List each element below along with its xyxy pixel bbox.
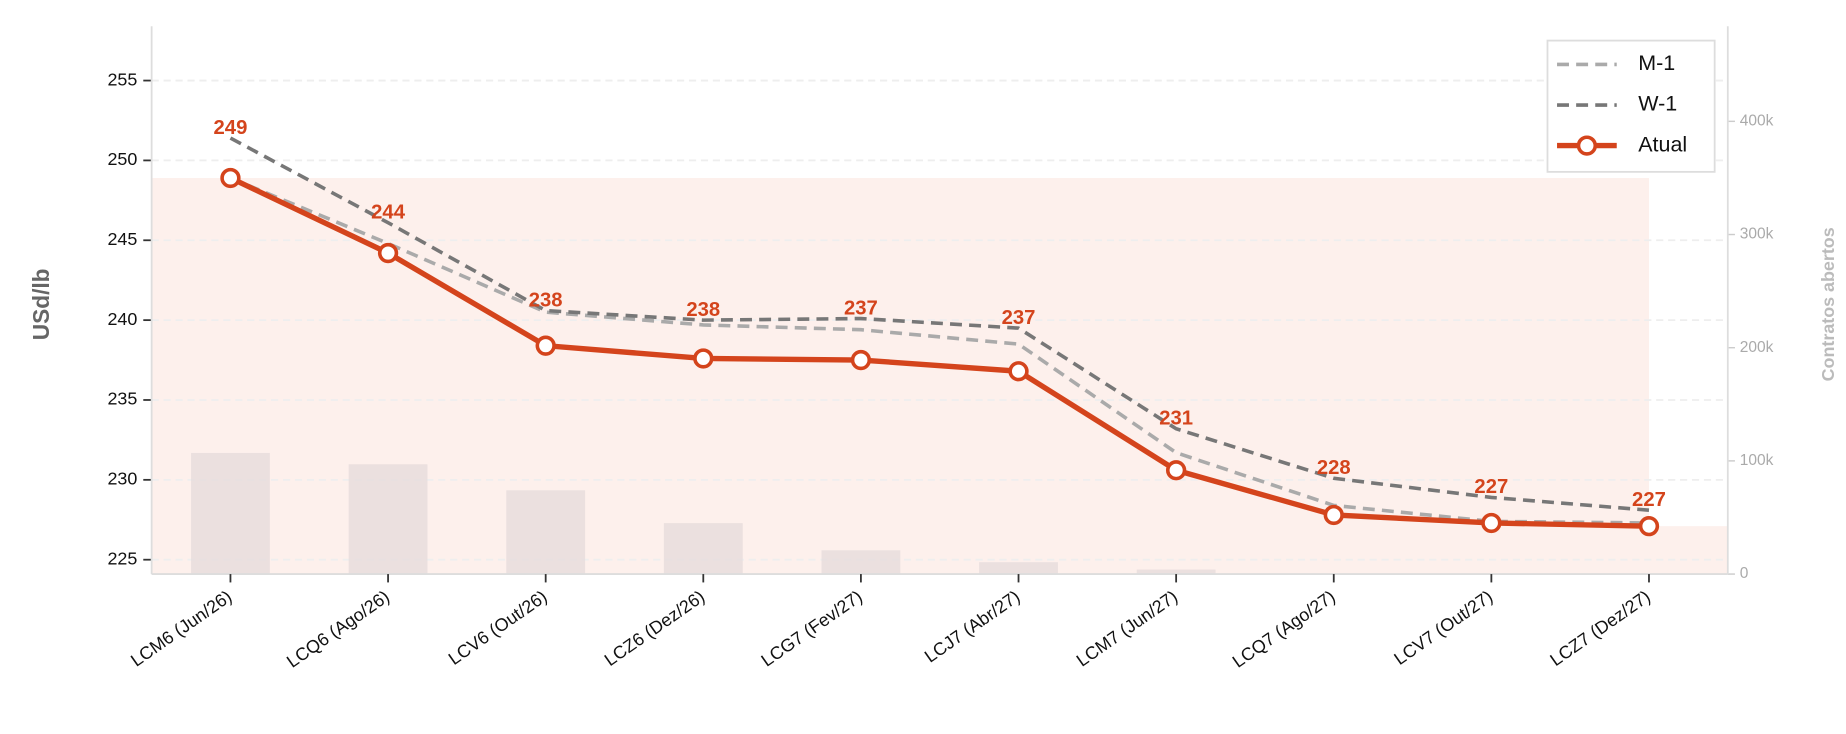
value-label: 249: [214, 117, 248, 139]
value-label: 231: [1159, 408, 1193, 430]
x-tick-label: LCG7 (Fev/27): [757, 586, 865, 670]
bar: [821, 550, 901, 575]
x-tick-label: LCV6 (Out/26): [445, 586, 551, 669]
value-label: 244: [371, 202, 406, 224]
bar: [506, 490, 586, 575]
legend-marker: [1576, 135, 1598, 156]
marker: [693, 348, 714, 369]
x-tick-label: LCM6 (Jun/26): [127, 586, 235, 670]
marker: [220, 167, 241, 189]
marker: [377, 242, 399, 264]
bar: [979, 562, 1058, 575]
y-tick-label: 250: [107, 149, 137, 169]
y2-tick-label: 0: [1740, 565, 1749, 582]
y2-tick-label: 300k: [1740, 226, 1774, 243]
x-tick-label: LCJ7 (Abr/27): [921, 586, 1024, 666]
bar: [663, 523, 743, 575]
y2-tick-label: 100k: [1740, 452, 1774, 469]
y-tick-label: 240: [107, 309, 137, 329]
marker: [1008, 361, 1029, 382]
line: [229, 176, 1650, 525]
y2-tick-label: 200k: [1740, 339, 1774, 356]
x-tick-label: LCQ7 (Ago/27): [1229, 586, 1339, 671]
y-tick-label: 255: [107, 69, 137, 89]
legend-label: Atual: [1638, 132, 1687, 156]
value-label: 238: [529, 289, 563, 311]
y-tick-label: 225: [107, 548, 137, 568]
y-tick-label: 245: [107, 229, 137, 249]
y-tick-label: 235: [107, 389, 137, 409]
value-label: 228: [1317, 457, 1351, 479]
x-tick-label: LCZ6 (Dez/26): [601, 586, 709, 670]
y2-tick-label: 400k: [1740, 112, 1774, 129]
marker: [1165, 460, 1187, 481]
value-label: 227: [1474, 476, 1508, 498]
bar: [1136, 569, 1216, 575]
marker: [535, 335, 556, 356]
bar: [348, 464, 428, 575]
marker: [1481, 512, 1502, 534]
marker: [850, 349, 872, 371]
x-tick-label: LCZ7 (Dez/27): [1546, 586, 1654, 670]
x-tick-label: LCV7 (Out/27): [1390, 586, 1496, 669]
marker: [1323, 504, 1344, 526]
bar: [191, 452, 270, 575]
legend-label: W-1: [1638, 92, 1677, 116]
value-label: 237: [844, 297, 878, 319]
x-tick-label: LCM7 (Jun/27): [1073, 586, 1181, 670]
legend-label: M-1: [1638, 51, 1675, 75]
line: [229, 136, 1650, 512]
y2-axis-label: Contratos abertos: [1818, 227, 1838, 381]
value-label: 237: [1002, 307, 1036, 329]
marker: [1638, 516, 1660, 537]
y-axis-label: USd/lb: [28, 268, 54, 340]
value-label: 238: [686, 299, 720, 321]
x-tick-label: LCQ6 (Ago/26): [283, 586, 393, 671]
y-tick-label: 230: [107, 469, 137, 489]
legend-box: [1546, 39, 1716, 173]
value-label: 227: [1632, 489, 1666, 511]
line: [229, 175, 1650, 529]
